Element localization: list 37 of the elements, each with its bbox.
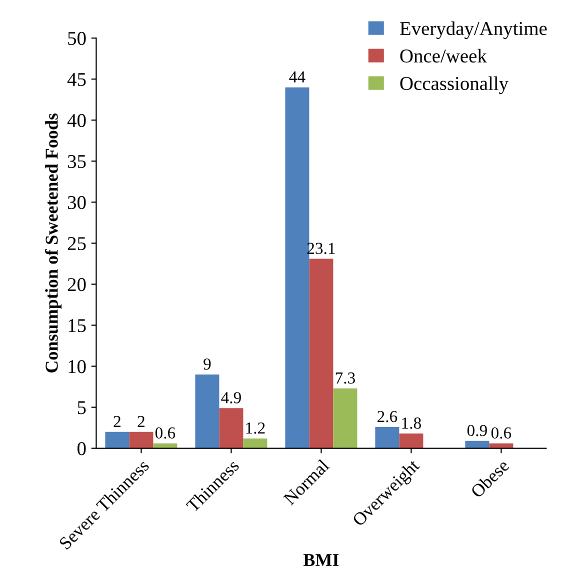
bar [105, 432, 130, 448]
legend-label: Everyday/Anytime [400, 21, 547, 40]
legend-label: Occassionally [400, 76, 508, 94]
x-axis-title: BMI [303, 554, 339, 566]
y-tick-label: 0 [78, 442, 86, 456]
data-label: 7.3 [336, 372, 355, 384]
y-tick-label: 30 [68, 196, 86, 210]
data-label: 1.8 [402, 418, 421, 429]
data-label: 4.9 [221, 392, 241, 404]
y-tick-label: 15 [68, 319, 86, 332]
y-tick-label: 25 [68, 237, 86, 250]
y-tick-label: 35 [68, 155, 86, 168]
data-label: 2 [138, 416, 144, 427]
bar [243, 438, 268, 448]
bar [309, 258, 334, 448]
data-label: 0.6 [155, 427, 176, 439]
bar [375, 426, 400, 448]
y-tick-label: 20 [68, 278, 86, 292]
legend-label: Once/week [400, 48, 487, 63]
data-label: 44 [289, 71, 306, 82]
bar [333, 388, 358, 448]
y-tick-label: 45 [67, 73, 86, 86]
data-label: 0.9 [467, 424, 487, 436]
y-tick-label: 50 [68, 32, 86, 46]
data-label: 9 [204, 358, 211, 370]
data-label: 2 [114, 416, 120, 427]
y-tick-label: 40 [67, 114, 86, 128]
y-tick-label: 5 [78, 401, 86, 414]
bar [129, 432, 154, 448]
y-tick-label: 10 [68, 360, 86, 374]
data-label: 0.6 [491, 427, 512, 439]
y-axis-title: Consumption of Sweetened Foods [44, 113, 62, 372]
bar [399, 434, 424, 448]
data-label: 2.6 [378, 410, 398, 422]
data-label: 1.2 [246, 422, 265, 434]
bar [195, 374, 220, 448]
bar [219, 408, 244, 448]
